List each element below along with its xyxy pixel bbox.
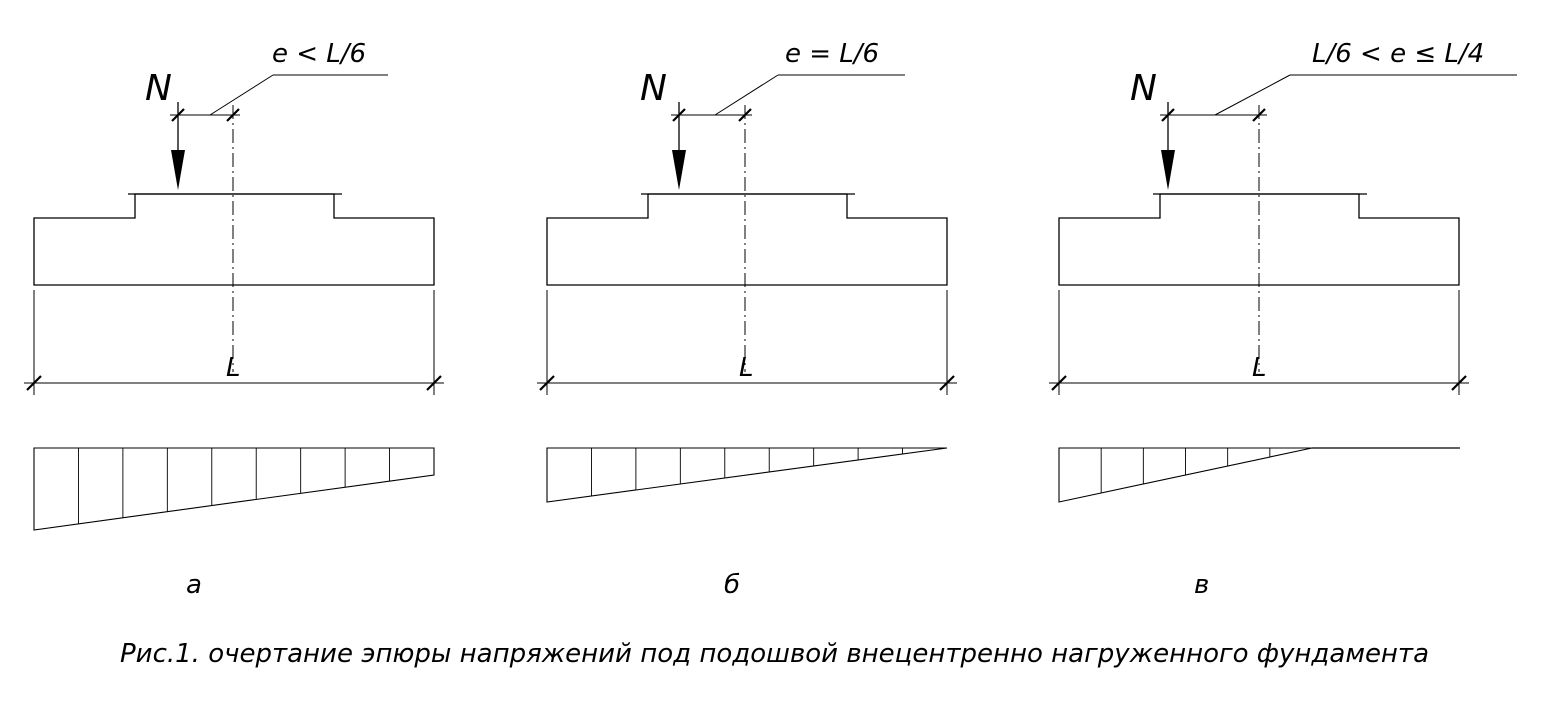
length-label: L (226, 353, 241, 383)
length-label: L (739, 353, 754, 383)
length-tick-left (1051, 375, 1067, 391)
figure-letter: в (1194, 570, 1209, 600)
ecc-leader (209, 74, 274, 116)
ecc-label: e = L/6 (785, 39, 879, 69)
ecc-leader (1214, 74, 1291, 116)
ecc-tick-left (1161, 108, 1175, 122)
ecc-tick-left (171, 108, 185, 122)
figure-v: N L/6 < e ≤ L/4 L в (1049, 39, 1517, 600)
length-tick-left (539, 375, 555, 391)
ecc-leader (714, 74, 779, 116)
length-tick-right (1451, 375, 1467, 391)
foundation-body (33, 193, 435, 286)
length-tick-left (26, 375, 42, 391)
figure-letter: б (724, 570, 740, 600)
stress-epure (546, 447, 948, 503)
ecc-label: L/6 < e ≤ L/4 (1312, 39, 1484, 69)
ecc-tick-left (672, 108, 686, 122)
figure-letter: а (186, 570, 202, 600)
load-arrow-head (1161, 150, 1175, 190)
stress-epure (33, 447, 435, 531)
figure-a: N e < L/6 L а (24, 39, 444, 600)
length-tick-right (939, 375, 955, 391)
foundation-body (546, 193, 948, 286)
foundation-body (1058, 193, 1460, 286)
length-label: L (1252, 353, 1267, 383)
load-arrow-head (672, 150, 686, 190)
length-tick-right (426, 375, 442, 391)
ecc-label: e < L/6 (272, 39, 366, 69)
load-label: N (145, 68, 172, 109)
stress-epure (1058, 447, 1460, 503)
figure-caption: Рис.1. очертание эпюры напряжений под по… (120, 639, 1429, 669)
figure-b: N e = L/6 L б (537, 39, 957, 600)
load-label: N (1130, 68, 1157, 109)
load-arrow-head (171, 150, 185, 190)
load-label: N (640, 68, 667, 109)
